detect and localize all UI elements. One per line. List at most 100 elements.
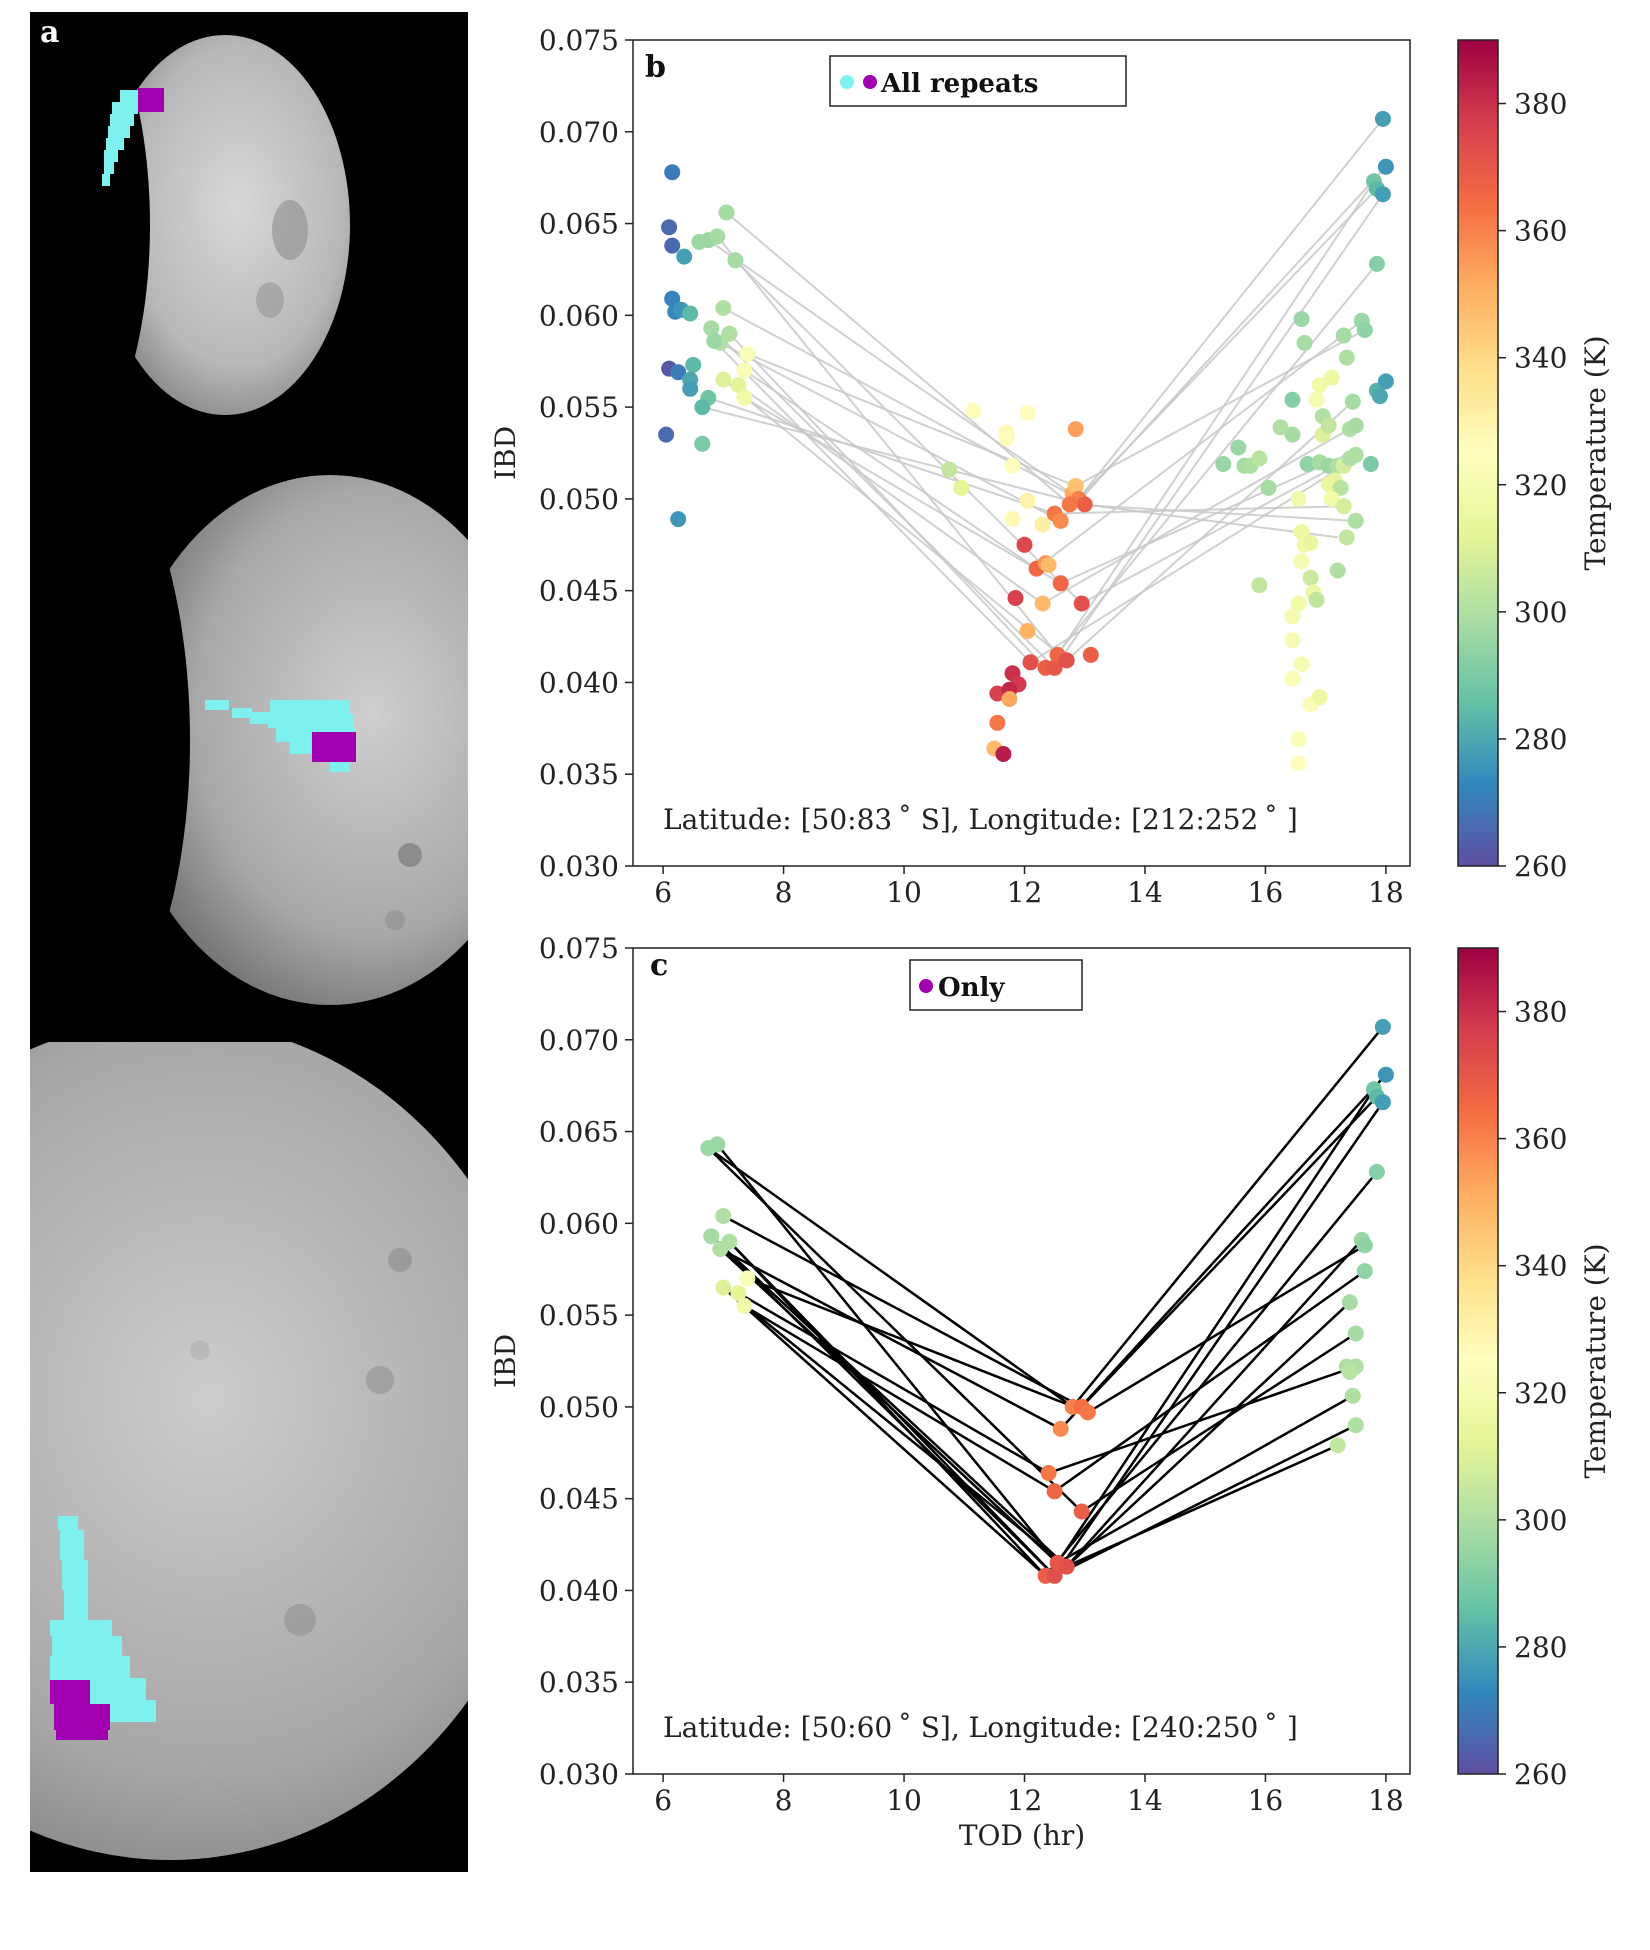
data-point xyxy=(1052,512,1069,529)
data-point xyxy=(739,345,756,362)
panel-b-plot-area xyxy=(632,39,1411,867)
legend-marker-magenta xyxy=(863,75,877,89)
data-point xyxy=(1079,1404,1096,1421)
data-point xyxy=(1308,391,1325,408)
colorbar-tick-label: 300 xyxy=(1514,596,1567,629)
panel-label-c: c xyxy=(650,948,668,983)
panel-b-y-ticks: 0.030 0.035 0.040 0.045 0.050 0.055 0.060 0.065… xyxy=(539,24,633,883)
data-point xyxy=(706,333,723,349)
planet-image-3 xyxy=(30,1042,468,1872)
panel-b-points xyxy=(658,110,1394,772)
data-point xyxy=(1034,595,1051,612)
data-point xyxy=(715,371,732,388)
data-point xyxy=(739,1270,756,1287)
panel-b-x-ticks: 6 8 10 12 14 16 18 xyxy=(654,866,1404,909)
data-point xyxy=(1308,591,1325,608)
data-point xyxy=(965,402,982,419)
data-point xyxy=(1004,457,1021,474)
panel-b-ylabel: IBD xyxy=(489,426,522,480)
data-point xyxy=(721,1233,738,1250)
y-tick-label: 0.055 xyxy=(539,391,619,424)
data-point xyxy=(1019,623,1036,639)
data-point xyxy=(1329,1437,1346,1454)
data-point xyxy=(1076,496,1093,513)
data-point xyxy=(1073,1503,1090,1520)
x-tick-label: 10 xyxy=(886,1784,922,1817)
panel-b-legend-label: All repeats xyxy=(880,69,1038,99)
data-point xyxy=(1284,391,1301,408)
panel-b-legend: All repeats xyxy=(829,55,1127,107)
data-point xyxy=(664,237,681,254)
data-point xyxy=(1019,492,1036,509)
data-point xyxy=(1347,512,1364,529)
data-point xyxy=(715,300,732,316)
data-point xyxy=(1374,1018,1391,1035)
data-point xyxy=(1299,456,1316,472)
data-point xyxy=(1272,419,1289,436)
x-tick-label: 14 xyxy=(1127,876,1163,909)
data-point xyxy=(998,430,1015,447)
data-point xyxy=(1323,490,1340,507)
data-point xyxy=(995,746,1012,762)
planet-image-1 xyxy=(30,12,468,432)
data-point xyxy=(1356,1237,1373,1254)
colorbar-tick-label: 360 xyxy=(1514,215,1567,248)
panel-c-points xyxy=(700,1018,1394,1584)
data-point xyxy=(1058,1558,1075,1575)
panel-c-legend: Only xyxy=(909,959,1083,1011)
data-point xyxy=(941,461,958,478)
data-point xyxy=(1338,349,1355,366)
data-point xyxy=(658,426,675,443)
legend-marker-cyan xyxy=(840,75,854,89)
y-tick-label: 0.035 xyxy=(539,1666,619,1699)
colorbar-tick-label: 260 xyxy=(1514,1758,1567,1791)
data-point xyxy=(1022,654,1039,671)
data-point xyxy=(1347,417,1364,434)
data-point xyxy=(709,1136,726,1153)
repeat-region-overlay-3 xyxy=(50,1516,156,1740)
data-point xyxy=(1338,529,1355,546)
y-tick-label: 0.040 xyxy=(539,1574,619,1607)
data-point xyxy=(1344,1387,1361,1404)
data-point xyxy=(1320,417,1337,434)
x-tick-label: 8 xyxy=(775,876,793,909)
colorbar-c: 260 280 300 320 340 360 380 Temperature (K) xyxy=(1457,947,1612,1791)
y-tick-label: 0.040 xyxy=(539,666,619,699)
data-point xyxy=(1260,479,1277,496)
y-tick-label: 0.030 xyxy=(539,1758,619,1791)
x-tick-label: 12 xyxy=(1007,1784,1043,1817)
data-point xyxy=(1296,334,1313,351)
data-point xyxy=(1341,1294,1358,1311)
data-point xyxy=(1016,536,1033,553)
data-point xyxy=(1290,595,1307,612)
y-tick-label: 0.060 xyxy=(539,299,619,332)
data-point xyxy=(1368,1163,1385,1180)
x-tick-label: 12 xyxy=(1007,876,1043,909)
x-tick-label: 18 xyxy=(1368,876,1404,909)
colorbar-tick-label: 380 xyxy=(1514,996,1567,1029)
data-point xyxy=(1046,659,1063,676)
panel-c-annotation: Latitude: [50:60 ˚ S], Longitude: [240:2… xyxy=(663,1711,1298,1744)
data-point xyxy=(664,164,681,181)
y-tick-label: 0.050 xyxy=(539,1391,619,1424)
data-point xyxy=(676,248,693,265)
colorbar-b: 260 280 300 320 340 360 380 Temperature (K) xyxy=(1457,39,1612,883)
data-point xyxy=(685,356,702,373)
panel-c-y-ticks: 0.030 0.035 0.040 0.045 0.050 0.055 0.060 0.065… xyxy=(539,932,633,1791)
y-tick-label: 0.075 xyxy=(539,932,619,965)
data-point xyxy=(703,1228,720,1245)
data-point xyxy=(721,325,738,342)
panel-a: a xyxy=(30,12,468,1872)
data-point xyxy=(715,1279,732,1296)
data-point xyxy=(1004,511,1021,528)
y-tick-label: 0.075 xyxy=(539,24,619,57)
data-point xyxy=(682,380,699,397)
panel-b-chart: 6 8 10 12 14 16 18 0.0300.0350.0400.0450.0500.… xyxy=(489,24,1411,909)
data-point xyxy=(989,685,1006,702)
colorbar-b-ticks: 260 280 300 320 340 360 380 xyxy=(1498,88,1567,883)
data-point xyxy=(1320,476,1337,493)
data-point xyxy=(661,219,678,236)
data-point xyxy=(1347,1325,1364,1342)
data-point xyxy=(1230,439,1247,456)
